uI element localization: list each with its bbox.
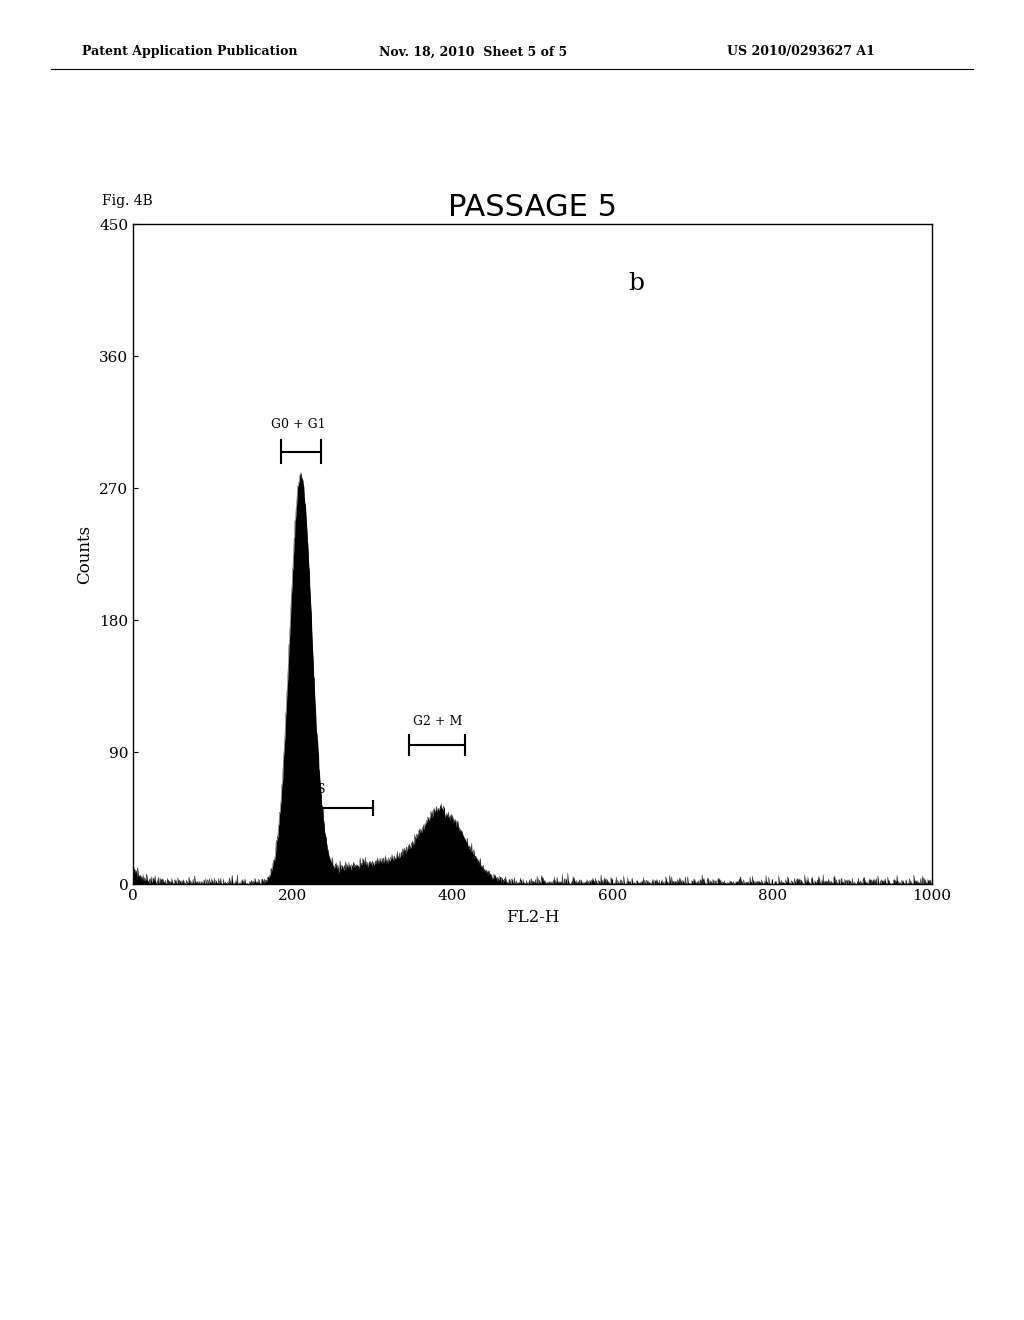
Y-axis label: Counts: Counts [77,525,93,583]
Text: Patent Application Publication: Patent Application Publication [82,45,297,58]
Text: Fig. 4B: Fig. 4B [102,194,154,207]
Text: Nov. 18, 2010  Sheet 5 of 5: Nov. 18, 2010 Sheet 5 of 5 [379,45,567,58]
Text: S: S [316,784,326,796]
Title: PASSAGE 5: PASSAGE 5 [447,193,617,222]
Text: US 2010/0293627 A1: US 2010/0293627 A1 [727,45,874,58]
Text: G0 + G1: G0 + G1 [271,418,326,432]
X-axis label: FL2-H: FL2-H [506,908,559,925]
Text: b: b [629,272,644,296]
Text: G2 + M: G2 + M [413,714,462,727]
